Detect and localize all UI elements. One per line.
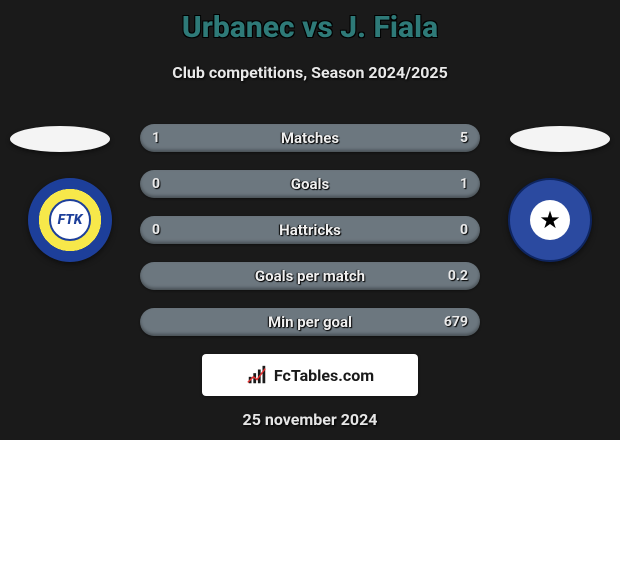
flag-left-inner xyxy=(10,126,110,152)
page-title: Urbanec vs J. Fiala xyxy=(0,0,620,45)
stat-label: Matches xyxy=(281,129,339,147)
player2-name: J. Fiala xyxy=(340,10,438,45)
stat-right-value: 1 xyxy=(448,170,480,198)
stat-label: Goals per match xyxy=(255,267,365,285)
stat-right-value: 679 xyxy=(432,308,480,336)
date-text: 25 november 2024 xyxy=(0,410,620,429)
stat-left-value: 1 xyxy=(140,124,172,152)
comparison-card: Urbanec vs J. Fiala Club competitions, S… xyxy=(0,0,620,440)
flag-right-inner xyxy=(510,126,610,152)
stat-row: 0 Goals 1 xyxy=(140,170,480,198)
stat-row: Min per goal 679 xyxy=(140,308,480,336)
crest-right: ★ xyxy=(508,178,592,262)
subtitle: Club competitions, Season 2024/2025 xyxy=(0,63,620,82)
stat-left-value: 0 xyxy=(140,216,172,244)
flag-right xyxy=(510,126,610,152)
stat-right-value: 0.2 xyxy=(436,262,480,290)
player1-name: Urbanec xyxy=(182,10,295,45)
stat-right-value: 5 xyxy=(448,124,480,152)
crest-right-symbol: ★ xyxy=(530,200,570,240)
crest-left: FTK xyxy=(28,178,112,262)
branding-text: FcTables.com xyxy=(274,366,374,385)
bar-chart-icon xyxy=(246,364,268,386)
crest-left-text: FTK xyxy=(49,199,91,241)
branding-link[interactable]: FcTables.com xyxy=(202,354,418,396)
stats-block: 1 Matches 5 0 Goals 1 0 Hattricks 0 Goal… xyxy=(140,124,480,354)
stat-label: Goals xyxy=(291,175,329,193)
stat-row: Goals per match 0.2 xyxy=(140,262,480,290)
stat-row: 1 Matches 5 xyxy=(140,124,480,152)
vs-text: vs xyxy=(302,10,333,45)
flag-left xyxy=(10,126,110,152)
stat-left-value: 0 xyxy=(140,170,172,198)
stat-label: Min per goal xyxy=(268,313,352,331)
stat-label: Hattricks xyxy=(279,221,341,239)
stat-right-value: 0 xyxy=(448,216,480,244)
stat-row: 0 Hattricks 0 xyxy=(140,216,480,244)
